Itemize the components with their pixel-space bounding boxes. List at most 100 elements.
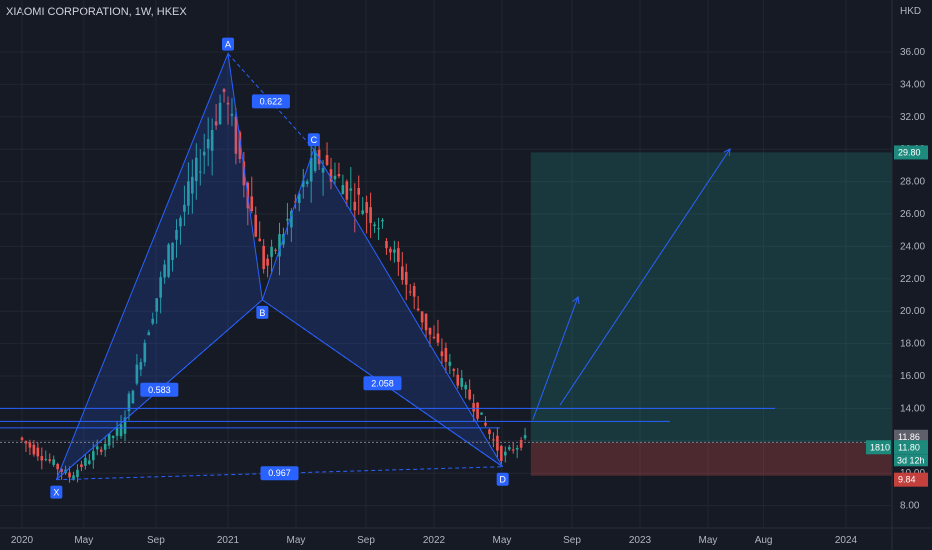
candle-body: [206, 138, 210, 149]
y-tick-label: 20.00: [900, 306, 925, 317]
candle-body: [250, 196, 254, 212]
projection-arrow-long[interactable]: [559, 148, 731, 406]
x-tick-label: 2023: [629, 535, 652, 546]
y-tick-label: 8.00: [900, 501, 920, 512]
candle-body: [143, 342, 147, 363]
candle-body: [416, 308, 420, 311]
candle-body: [464, 384, 467, 390]
candle-body: [440, 351, 444, 357]
ratio-badge[interactable]: [140, 382, 179, 397]
candle-body: [274, 249, 277, 251]
pattern-triangle-xab[interactable]: [55, 51, 263, 481]
candle-body: [187, 181, 190, 206]
point-badge[interactable]: [496, 472, 509, 486]
price-tag-label: 9.84: [898, 475, 916, 485]
candle-body: [361, 210, 364, 214]
candle-body: [298, 193, 301, 203]
candle-body: [460, 377, 464, 387]
candle-body: [147, 332, 151, 336]
candle-body: [488, 429, 491, 435]
candle-body: [492, 439, 495, 441]
candle-body: [167, 244, 170, 277]
point-badge[interactable]: [222, 37, 234, 51]
candle-body: [175, 230, 178, 240]
candle-body: [523, 435, 527, 439]
candle-body: [195, 157, 198, 181]
profit-zone[interactable]: [530, 152, 892, 443]
candles: [20, 88, 527, 483]
stop-zone[interactable]: [530, 442, 892, 476]
candle-body: [353, 201, 357, 211]
ratio-badge[interactable]: [260, 466, 299, 481]
candle-body: [111, 436, 115, 439]
price-tag-last: [894, 440, 928, 455]
point-badge[interactable]: [307, 133, 320, 147]
candle-body: [321, 168, 325, 173]
candle-body: [504, 451, 507, 456]
candle-body: [515, 447, 519, 450]
currency-label: HKD: [900, 6, 921, 17]
candle-body: [183, 204, 186, 212]
candle-body: [329, 169, 333, 182]
y-tick-label: 28.00: [900, 177, 925, 188]
point-label-a: A: [225, 40, 231, 50]
x-tick-label: Aug: [755, 535, 773, 546]
x-tick-label: May: [287, 535, 306, 546]
candle-body: [456, 374, 460, 386]
ratio-badge[interactable]: [251, 94, 290, 109]
x-tick-label: Sep: [563, 535, 581, 546]
candle-body: [385, 240, 388, 249]
position-zones[interactable]: [530, 152, 892, 476]
candle-body: [72, 475, 75, 480]
candle-body: [80, 464, 83, 467]
candle-body: [349, 188, 353, 191]
candle-body: [325, 155, 329, 165]
candle-body: [337, 174, 341, 177]
candle-body: [270, 246, 273, 257]
harmonic-pattern[interactable]: 0.622 0.583 2.058 0.967 X A B C D: [0, 37, 892, 499]
pattern-triangle-bcd[interactable]: [261, 148, 504, 468]
countdown-tag: [894, 454, 928, 467]
candle-body: [44, 459, 48, 461]
candle-body: [313, 150, 317, 171]
countdown-label: 3d 12h: [897, 455, 925, 465]
candle-body: [301, 180, 305, 188]
y-tick-label: 14.00: [900, 403, 925, 414]
y-tick-label: 34.00: [900, 79, 925, 90]
candle-body: [472, 403, 475, 412]
y-tick-label: 18.00: [900, 339, 925, 350]
candle-body: [480, 412, 483, 415]
ratio-label: 0.967: [268, 468, 291, 478]
point-label-c: C: [311, 135, 318, 145]
ratio-badge[interactable]: [363, 376, 402, 391]
candle-body: [20, 437, 24, 440]
candle-body: [171, 242, 174, 261]
projection-arrow-short[interactable]: [532, 296, 579, 420]
candle-body: [266, 258, 269, 266]
candle-body: [484, 422, 487, 426]
candle-body: [511, 449, 515, 451]
candle-body: [309, 157, 313, 182]
candle-body: [286, 218, 289, 221]
candle-body: [476, 402, 479, 419]
candle-body: [95, 446, 99, 450]
x-tick-label: 2022: [423, 535, 446, 546]
x-tick-label: 2024: [835, 535, 858, 546]
candle-body: [373, 224, 376, 227]
candle-body: [32, 444, 36, 455]
candle-body: [262, 245, 265, 269]
candle-body: [76, 469, 79, 478]
point-badge[interactable]: [256, 305, 269, 319]
point-badge[interactable]: [50, 485, 63, 499]
point-label-x: X: [53, 488, 59, 498]
price-tag-marker: [894, 429, 928, 444]
candle-body: [115, 427, 119, 436]
price-tag-stop: [894, 472, 928, 487]
candle-body: [401, 266, 404, 280]
price-tag-label: 11.86: [898, 432, 920, 442]
candle-body: [36, 447, 40, 457]
x-tick-label: Sep: [357, 535, 375, 546]
candle-body: [238, 132, 242, 160]
